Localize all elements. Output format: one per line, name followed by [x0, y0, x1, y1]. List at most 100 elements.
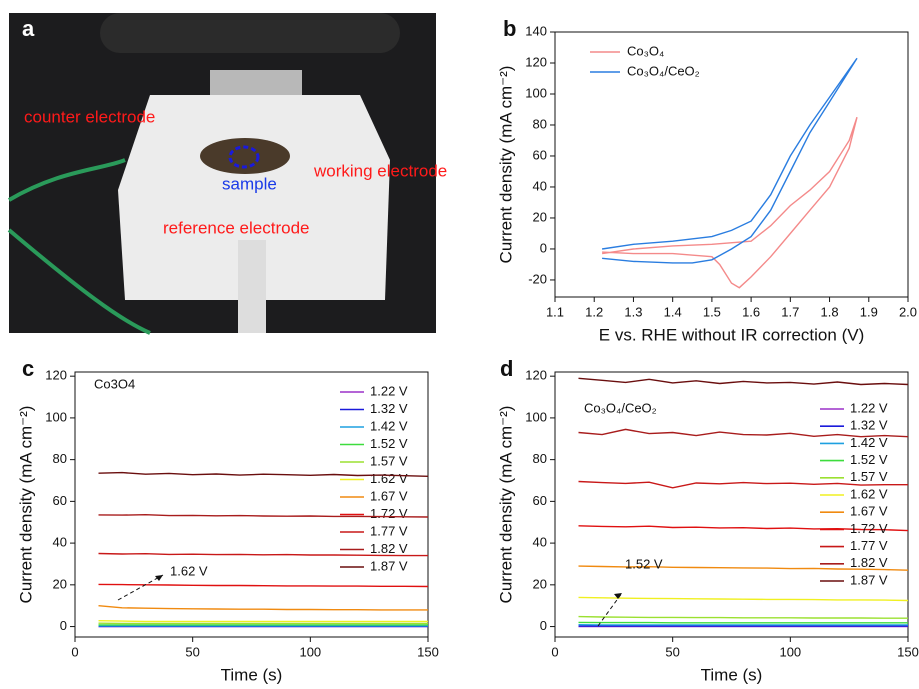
x-tick-label: 1.4 — [664, 304, 682, 319]
panel-label: a — [22, 16, 35, 41]
legend-label: 1.82 V — [850, 555, 888, 570]
legend-label: 1.82 V — [370, 541, 408, 556]
series-line — [99, 606, 429, 610]
y-tick-label: 0 — [540, 240, 547, 255]
y-tick-label: 120 — [45, 368, 67, 383]
chart-panel: 1.1 1.2 1.3 1.4 1.5 1.6 1.7 1.8 1.9 2.0 -20 0 20 40 60… — [496, 16, 917, 345]
x-axis-title: E vs. RHE without IR correction (V) — [599, 325, 864, 344]
x-tick-label: 150 — [897, 644, 919, 659]
objective-housing — [100, 13, 400, 53]
x-tick-label: 50 — [665, 644, 679, 659]
annotation: 1.52 V — [625, 556, 663, 571]
y-tick-label: 100 — [45, 409, 67, 424]
annotation-arrow — [118, 575, 163, 600]
y-tick-label: 20 — [533, 209, 547, 224]
x-tick-label: 1.1 — [546, 304, 564, 319]
chart-panel: 0 50 100 150 0 20 40 60 80 100 120 Time (s) Current … — [16, 356, 438, 684]
legend-label: 1.32 V — [850, 418, 888, 433]
x-tick-label: 1.2 — [585, 304, 603, 319]
panel-label: d — [500, 356, 513, 381]
electrode-window — [200, 138, 290, 174]
y-tick-label: 120 — [525, 54, 547, 69]
legend-label: 1.62 V — [850, 486, 888, 501]
y-tick-label: 20 — [533, 576, 547, 591]
photo-label: reference electrode — [163, 218, 309, 237]
y-tick-label: 20 — [53, 576, 67, 591]
series-line — [579, 378, 909, 384]
x-tick-label: 1.9 — [860, 304, 878, 319]
photo-label: working electrode — [313, 161, 447, 180]
x-tick-label: 1.7 — [781, 304, 799, 319]
legend-label: 1.72 V — [850, 521, 888, 536]
photo-label: sample — [222, 174, 277, 193]
y-tick-label: 100 — [525, 85, 547, 100]
x-tick-label: 2.0 — [899, 304, 917, 319]
y-tick-label: 60 — [533, 493, 547, 508]
legend-label: 1.62 V — [370, 471, 408, 486]
legend-label: Co₃O₄/CeO₂ — [627, 63, 700, 78]
x-tick-label: 150 — [417, 644, 439, 659]
legend-label: 1.22 V — [370, 383, 408, 398]
legend-label: 1.77 V — [850, 538, 888, 553]
x-axis-title: Time (s) — [221, 665, 283, 684]
legend-label: 1.32 V — [370, 401, 408, 416]
annotation: 1.62 V — [170, 563, 208, 578]
series-line — [602, 58, 857, 263]
legend-label: 1.22 V — [850, 400, 888, 415]
y-tick-label: 120 — [525, 368, 547, 383]
legend-label: 1.77 V — [370, 523, 408, 538]
y-tick-label: -20 — [528, 271, 547, 286]
x-tick-label: 1.5 — [703, 304, 721, 319]
x-tick-label: 100 — [299, 644, 321, 659]
arrow-head — [155, 575, 163, 581]
series-line — [99, 584, 429, 586]
x-tick-label: 100 — [779, 644, 801, 659]
y-tick-label: 0 — [60, 618, 67, 633]
legend-label: 1.52 V — [850, 452, 888, 467]
y-tick-label: 80 — [53, 451, 67, 466]
legend-label: Co₃O₄ — [627, 43, 664, 58]
legend-label: 1.42 V — [850, 435, 888, 450]
y-tick-label: 140 — [525, 23, 547, 38]
legend-label: 1.42 V — [370, 418, 408, 433]
x-tick-label: 0 — [551, 644, 558, 659]
legend-label: 1.52 V — [370, 436, 408, 451]
legend-label: 1.67 V — [370, 488, 408, 503]
y-tick-label: 80 — [533, 451, 547, 466]
y-tick-label: 40 — [533, 535, 547, 550]
y-axis-title: Current density (mA cm⁻²) — [496, 406, 515, 604]
photo-panel: a counter electrode sample working elect… — [9, 13, 447, 333]
y-axis-title: Current density (mA cm⁻²) — [16, 406, 35, 604]
y-axis-title: Current density (mA cm⁻²) — [496, 66, 515, 264]
legend-label: 1.87 V — [850, 572, 888, 587]
series-line — [579, 597, 909, 600]
x-tick-label: 0 — [71, 644, 78, 659]
legend-label: 1.57 V — [850, 469, 888, 484]
chart-panel: 0 50 100 150 0 20 40 60 80 100 120 Time (s) Current … — [496, 356, 918, 684]
x-tick-label: 1.6 — [742, 304, 760, 319]
x-tick-label: 1.8 — [821, 304, 839, 319]
y-tick-label: 60 — [533, 147, 547, 162]
x-axis-title: Time (s) — [701, 665, 763, 684]
x-tick-label: 50 — [185, 644, 199, 659]
y-tick-label: 40 — [53, 535, 67, 550]
panel-label: c — [22, 356, 34, 381]
annotation: Co₃O₄/CeO₂ — [584, 400, 657, 415]
y-tick-label: 100 — [525, 409, 547, 424]
annotation: Co3O4 — [94, 376, 135, 391]
y-tick-label: 0 — [540, 618, 547, 633]
y-tick-label: 80 — [533, 116, 547, 131]
reference-tube — [238, 240, 266, 333]
panel-label: b — [503, 16, 516, 41]
x-tick-label: 1.3 — [624, 304, 642, 319]
legend-label: 1.87 V — [370, 558, 408, 573]
legend-label: 1.57 V — [370, 453, 408, 468]
y-tick-label: 40 — [533, 178, 547, 193]
photo-label: counter electrode — [24, 107, 155, 126]
legend-label: 1.67 V — [850, 504, 888, 519]
series-line — [99, 621, 429, 622]
series-line — [579, 617, 909, 619]
legend-label: 1.72 V — [370, 506, 408, 521]
y-tick-label: 60 — [53, 493, 67, 508]
